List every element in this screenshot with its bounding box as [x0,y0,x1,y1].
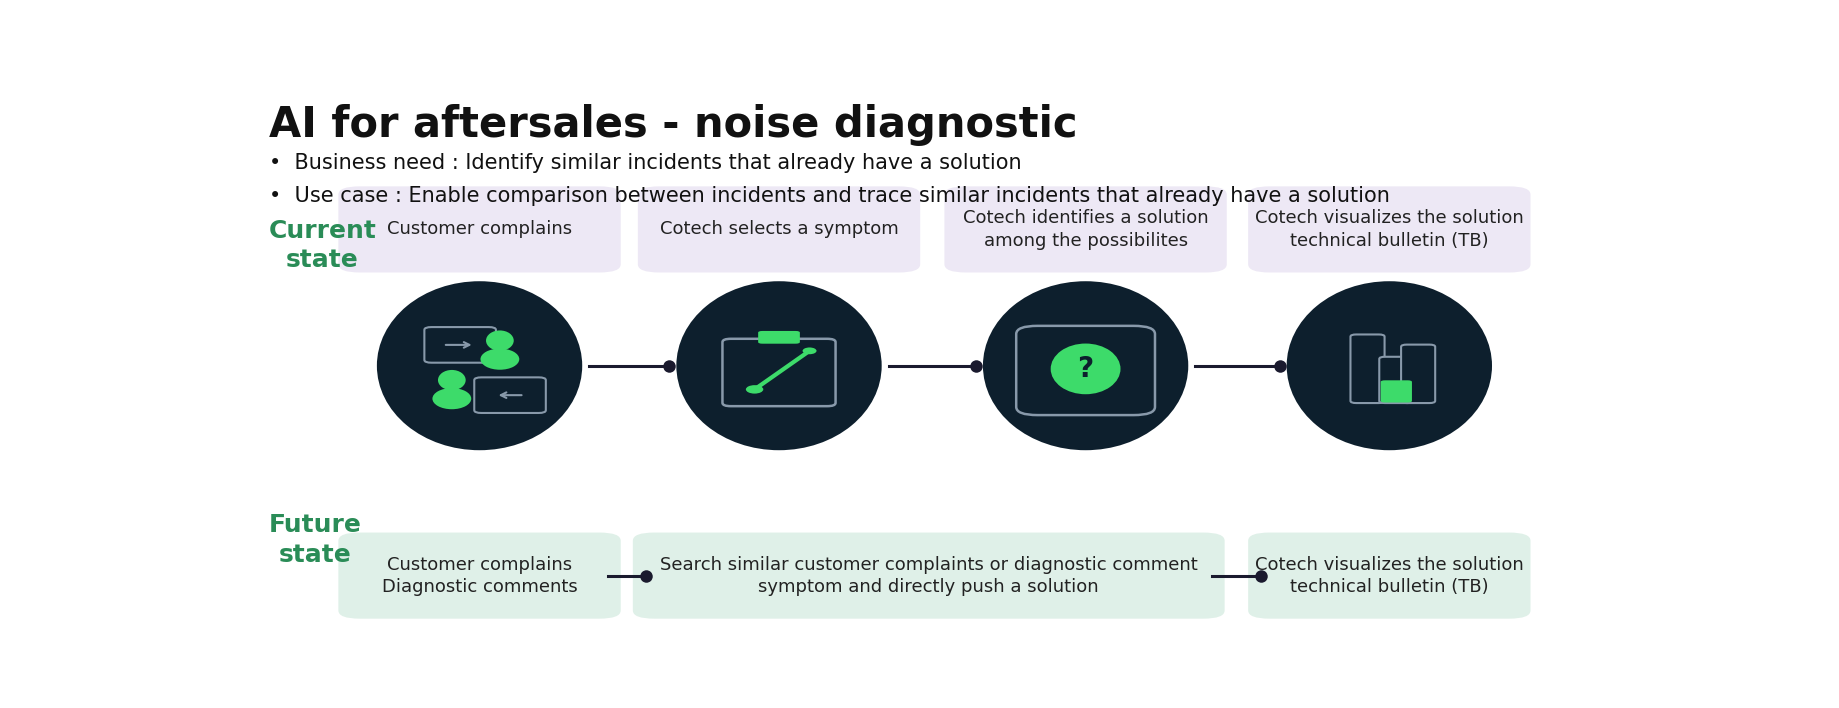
FancyBboxPatch shape [1399,345,1434,403]
FancyBboxPatch shape [474,377,546,413]
FancyBboxPatch shape [1379,380,1411,403]
Ellipse shape [1285,281,1491,450]
Text: •  Use case : Enable comparison between incidents and trace similar incidents th: • Use case : Enable comparison between i… [268,185,1388,206]
Text: Cotech visualizes the solution
technical bulletin (TB): Cotech visualizes the solution technical… [1254,556,1523,595]
Text: ?: ? [1078,355,1092,383]
Text: Current
state: Current state [268,219,377,272]
Text: Customer complains: Customer complains [386,220,572,239]
FancyBboxPatch shape [633,532,1225,619]
Text: Future
state: Future state [268,513,360,566]
Text: AI for aftersales - noise diagnostic: AI for aftersales - noise diagnostic [268,104,1076,146]
FancyBboxPatch shape [1015,326,1155,415]
FancyBboxPatch shape [1379,357,1412,403]
Ellipse shape [438,370,465,390]
Text: Cotech identifies a solution
among the possibilites: Cotech identifies a solution among the p… [962,210,1208,249]
Ellipse shape [432,388,471,409]
Ellipse shape [802,348,817,354]
FancyBboxPatch shape [1247,532,1530,619]
Ellipse shape [982,281,1188,450]
Text: Cotech selects a symptom: Cotech selects a symptom [658,220,897,239]
Text: Cotech visualizes the solution
technical bulletin (TB): Cotech visualizes the solution technical… [1254,210,1523,249]
FancyBboxPatch shape [943,186,1227,273]
FancyBboxPatch shape [723,339,835,406]
Text: •  Business need : Identify similar incidents that already have a solution: • Business need : Identify similar incid… [268,153,1021,173]
FancyBboxPatch shape [638,186,920,273]
FancyBboxPatch shape [758,331,800,343]
Ellipse shape [1050,343,1120,394]
Ellipse shape [377,281,581,450]
Ellipse shape [677,281,881,450]
FancyBboxPatch shape [338,186,620,273]
Ellipse shape [480,348,519,370]
Ellipse shape [745,385,763,394]
Text: Search similar customer complaints or diagnostic comment
symptom and directly pu: Search similar customer complaints or di… [660,556,1197,595]
FancyBboxPatch shape [1247,186,1530,273]
FancyBboxPatch shape [425,327,497,362]
Text: Customer complains
Diagnostic comments: Customer complains Diagnostic comments [381,556,577,595]
FancyBboxPatch shape [338,532,620,619]
FancyBboxPatch shape [1350,334,1383,403]
Ellipse shape [485,331,513,350]
